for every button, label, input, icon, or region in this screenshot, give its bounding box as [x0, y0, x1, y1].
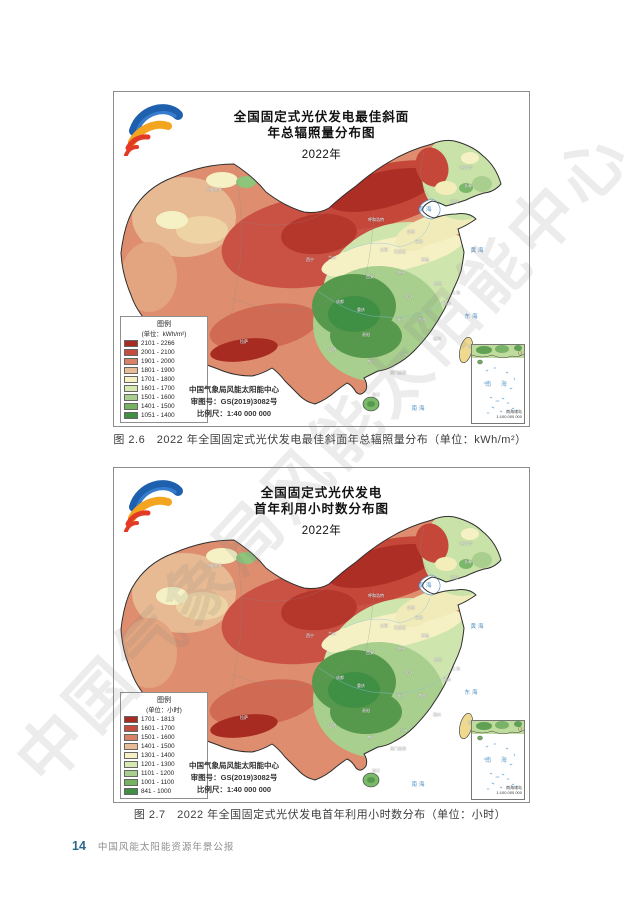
map-credits: 中国气象局风能太阳能中心 审图号：GS(2019)3082号 比例尺：1:40 …: [159, 760, 309, 796]
legend-entry: 1601 - 1700: [124, 724, 204, 733]
legend-range: 1901 - 2000: [141, 358, 175, 365]
credits-scale: 比例尺：1:40 000 000: [196, 409, 272, 418]
inset-caption: 南海诸岛 1:100 000 000: [496, 785, 522, 796]
legend-swatch: [124, 349, 138, 356]
legend-box: 图例 (单位：小时) 1701 - 1813 1601 - 1700 1501 - …: [120, 692, 208, 799]
credits-org: 中国气象局风能太阳能中心: [189, 385, 279, 394]
legend-range: 1001 - 1100: [141, 779, 175, 786]
legend-swatch: [124, 734, 138, 741]
inset-caption: 南海诸岛 1:100 000 000: [496, 409, 522, 420]
legend-entry: 1501 - 1600: [124, 393, 204, 402]
legend-range: 1101 - 1200: [141, 770, 175, 777]
legend-entry: 1201 - 1300: [124, 760, 204, 769]
credits-approval-number: 审图号：GS(2019)3082号: [190, 773, 278, 782]
legend-swatch: [124, 367, 138, 374]
map-title-line1: 全国固定式光伏发电: [260, 486, 383, 500]
legend-entry: 1701 - 1813: [124, 715, 204, 724]
map-year: 2022年: [301, 525, 342, 537]
legend-range: 1201 - 1300: [141, 761, 175, 768]
legend-entries: 2101 - 2266 2001 - 2100 1901 - 2000 1801 - …: [124, 339, 204, 420]
legend-entry: 1001 - 1100: [124, 778, 204, 787]
legend-swatch: [124, 779, 138, 786]
legend-range: 2001 - 2100: [141, 349, 175, 356]
map-title-line2: 首年利用小时数分布图: [253, 501, 389, 516]
legend-entries: 1701 - 1813 1601 - 1700 1501 - 1600 1401 - …: [124, 715, 204, 796]
credits-org: 中国气象局风能太阳能中心: [189, 761, 279, 770]
inset-sea-label: 南 海: [485, 758, 511, 764]
legend-swatch: [124, 788, 138, 795]
map-title-line1: 全国固定式光伏发电最佳斜面: [233, 110, 410, 124]
legend-unit: (单位：kWh/m²): [141, 331, 187, 338]
legend-swatch: [124, 358, 138, 365]
figure-2-6-map-panel: 乌鲁木齐 哈尔滨 长春 沈阳 呼和浩特 北京 天津 太原 石家庄 济南 西宁 兰州 西安 郑州 南京 上海 武汉…: [113, 91, 530, 427]
legend-entry: 1601 - 1700: [124, 384, 204, 393]
legend-range: 1701 - 1800: [141, 376, 175, 383]
credits-approval-number: 审图号：GS(2019)3082号: [190, 397, 278, 406]
legend-title: 图例: [157, 697, 171, 704]
figure-2-7-map-panel: 乌鲁木齐 哈尔滨 长春 沈阳 呼和浩特 北京 天津 太原 石家庄 济南 西宁 兰州 西安 郑州 南京 上海 武汉…: [113, 467, 530, 803]
legend-entry: 1801 - 1900: [124, 366, 204, 375]
legend-swatch: [124, 385, 138, 392]
legend-range: 1601 - 1700: [141, 725, 175, 732]
legend-title: 图例: [157, 321, 171, 328]
legend-range: 1401 - 1500: [141, 403, 175, 410]
figure-2-7-caption: 图 2.7 2022 年全国固定式光伏发电首年利用小时数分布（单位：小时）: [133, 809, 507, 821]
legend-swatch: [124, 761, 138, 768]
legend-swatch: [124, 770, 138, 777]
inset-scale: 1:100 000 000: [496, 790, 522, 796]
map-title: 全国固定式光伏发电 首年利用小时数分布图: [114, 486, 529, 517]
page-footer: 14 中国风能太阳能资源年景公报: [72, 839, 234, 853]
legend-range: 841 - 1000: [141, 788, 172, 795]
page-number: 14: [72, 839, 86, 853]
legend-swatch: [124, 394, 138, 401]
legend-box: 图例 (单位：kWh/m²) 2101 - 2266 2001 - 2100 190…: [120, 316, 208, 423]
legend-entry: 1901 - 2000: [124, 357, 204, 366]
legend-range: 1801 - 1900: [141, 367, 175, 374]
legend-entry: 2101 - 2266: [124, 339, 204, 348]
figure-2-6-caption: 图 2.6 2022 年全国固定式光伏发电最佳斜面年总辐照量分布（单位：kWh/…: [113, 434, 527, 446]
legend-entry: 1701 - 1800: [124, 375, 204, 384]
legend-swatch: [124, 725, 138, 732]
map-credits: 中国气象局风能太阳能中心 审图号：GS(2019)3082号 比例尺：1:40 …: [159, 384, 309, 420]
legend-entry: 841 - 1000: [124, 787, 204, 796]
legend-entry: 1401 - 1500: [124, 742, 204, 751]
credits-scale: 比例尺：1:40 000 000: [196, 785, 272, 794]
legend-entry: 1301 - 1400: [124, 751, 204, 760]
legend-swatch: [124, 412, 138, 419]
report-title: 中国风能太阳能资源年景公报: [97, 842, 235, 853]
legend-range: 1601 - 1700: [141, 385, 175, 392]
legend-unit: (单位：小时): [146, 707, 182, 714]
inset-islands-label: 南海诸岛: [506, 408, 522, 414]
cma-wind-solar-center-logo: [124, 480, 183, 532]
south-china-sea-inset: 南 海 南海诸岛 1:100 000 000: [471, 344, 525, 424]
legend-swatch: [124, 752, 138, 759]
legend-swatch: [124, 340, 138, 347]
legend-entry: 1101 - 1200: [124, 769, 204, 778]
inset-islands-label: 南海诸岛: [506, 784, 522, 790]
legend-range: 2101 - 2266: [141, 340, 175, 347]
legend-entry: 1051 - 1400: [124, 411, 204, 420]
legend-range: 1501 - 1600: [141, 734, 175, 741]
legend-range: 1501 - 1600: [141, 394, 175, 401]
inset-scale: 1:100 000 000: [496, 414, 522, 420]
legend-swatch: [124, 376, 138, 383]
map-title: 全国固定式光伏发电最佳斜面 年总辐照量分布图: [114, 110, 529, 141]
legend-swatch: [124, 716, 138, 723]
legend-entry: 1401 - 1500: [124, 402, 204, 411]
map-year: 2022年: [301, 149, 342, 161]
legend-entry: 1501 - 1600: [124, 733, 204, 742]
inset-sea-label: 南 海: [485, 382, 511, 388]
legend-swatch: [124, 403, 138, 410]
legend-range: 1301 - 1400: [141, 752, 175, 759]
legend-range: 1051 - 1400: [141, 412, 175, 419]
map-title-line2: 年总辐照量分布图: [267, 125, 376, 140]
legend-range: 1701 - 1813: [141, 716, 175, 723]
south-china-sea-inset: 南 海 南海诸岛 1:100 000 000: [471, 720, 525, 800]
cma-wind-solar-center-logo: [124, 104, 183, 156]
legend-range: 1401 - 1500: [141, 743, 175, 750]
legend-swatch: [124, 743, 138, 750]
legend-entry: 2001 - 2100: [124, 348, 204, 357]
